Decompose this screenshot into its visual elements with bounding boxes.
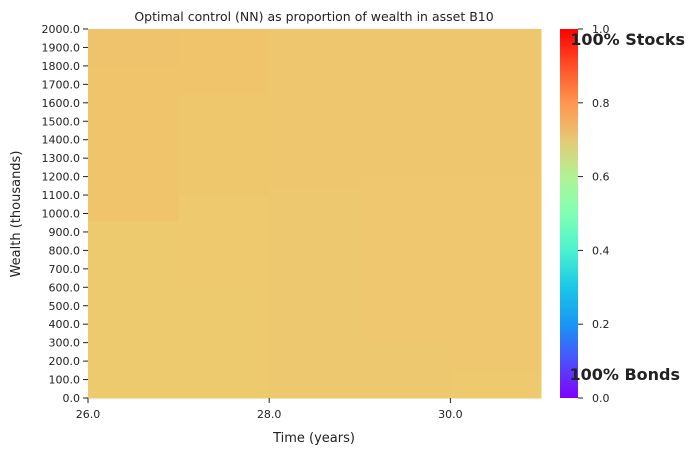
heatmap-cell bbox=[88, 220, 180, 399]
y-tick-label: 1900.0 bbox=[42, 41, 81, 54]
y-tick-label: 1100.0 bbox=[42, 189, 81, 202]
y-tick-label: 300.0 bbox=[49, 337, 81, 350]
y-tick-label: 1600.0 bbox=[42, 97, 81, 110]
chart-title: Optimal control (NN) as proportion of we… bbox=[134, 9, 493, 24]
heatmap-cell bbox=[178, 195, 270, 288]
heatmap-cell bbox=[178, 93, 270, 196]
heatmap-cells bbox=[88, 29, 542, 399]
heatmap-cell bbox=[178, 29, 270, 95]
colorbar-bottom-annotation: 100% Bonds bbox=[569, 365, 680, 384]
y-tick-label: 200.0 bbox=[49, 355, 81, 368]
colorbar-tick-label: 0.4 bbox=[592, 244, 610, 257]
y-tick-label: 500.0 bbox=[49, 300, 81, 313]
y-tick-label: 900.0 bbox=[49, 226, 81, 239]
heatmap-cell bbox=[450, 176, 542, 371]
y-tick-label: 1400.0 bbox=[42, 134, 81, 147]
colorbar-tick-label: 0.0 bbox=[592, 392, 610, 405]
y-tick-label: 800.0 bbox=[49, 244, 81, 257]
heatmap-cell bbox=[450, 370, 542, 399]
y-tick-label: 2000.0 bbox=[42, 23, 81, 36]
y-tick-label: 1500.0 bbox=[42, 115, 81, 128]
y-tick-label: 1800.0 bbox=[42, 60, 81, 73]
colorbar-tick-label: 0.8 bbox=[592, 97, 610, 110]
y-tick-label: 100.0 bbox=[49, 374, 81, 387]
heatmap-cell bbox=[450, 29, 542, 178]
heatmap-cell bbox=[88, 65, 180, 222]
colorbar bbox=[560, 29, 578, 398]
heatmap-cell bbox=[269, 185, 361, 399]
x-tick-label: 28.0 bbox=[257, 408, 282, 421]
y-tick-label: 1200.0 bbox=[42, 171, 81, 184]
heatmap-cell bbox=[359, 29, 451, 178]
y-tick-label: 600.0 bbox=[49, 281, 81, 294]
heatmap-cell bbox=[88, 29, 180, 67]
colorbar-tick-label: 0.6 bbox=[592, 171, 610, 184]
heatmap-cell bbox=[359, 176, 451, 344]
y-tick-label: 1000.0 bbox=[42, 208, 81, 221]
heatmap-cell bbox=[178, 287, 270, 399]
y-tick-label: 1300.0 bbox=[42, 152, 81, 165]
x-tick-label: 26.0 bbox=[76, 408, 101, 421]
y-tick-label: 1700.0 bbox=[42, 78, 81, 91]
heatmap-cell bbox=[269, 29, 361, 187]
x-axis-label: Time (years) bbox=[272, 431, 355, 446]
colorbar-tick-label: 1.0 bbox=[592, 23, 610, 36]
colorbar-axis: 0.0 0.2 0.4 0.6 0.8 1.0 bbox=[578, 23, 610, 405]
y-tick-label: 700.0 bbox=[49, 263, 81, 276]
y-axis: 0.0 100.0 200.0 300.0 400.0 500.0 600.0 700.0 80… bbox=[42, 23, 88, 405]
y-tick-label: 400.0 bbox=[49, 318, 81, 331]
colorbar-top-annotation: 100% Stocks bbox=[570, 30, 685, 49]
y-axis-label: Wealth (thousands) bbox=[9, 151, 24, 278]
heatmap-cell bbox=[359, 342, 451, 399]
x-tick-label: 30.0 bbox=[438, 408, 463, 421]
y-tick-label: 0.0 bbox=[63, 392, 81, 405]
colorbar-tick-label: 0.2 bbox=[592, 318, 610, 331]
x-axis: 26.0 28.0 30.0 bbox=[76, 398, 463, 421]
